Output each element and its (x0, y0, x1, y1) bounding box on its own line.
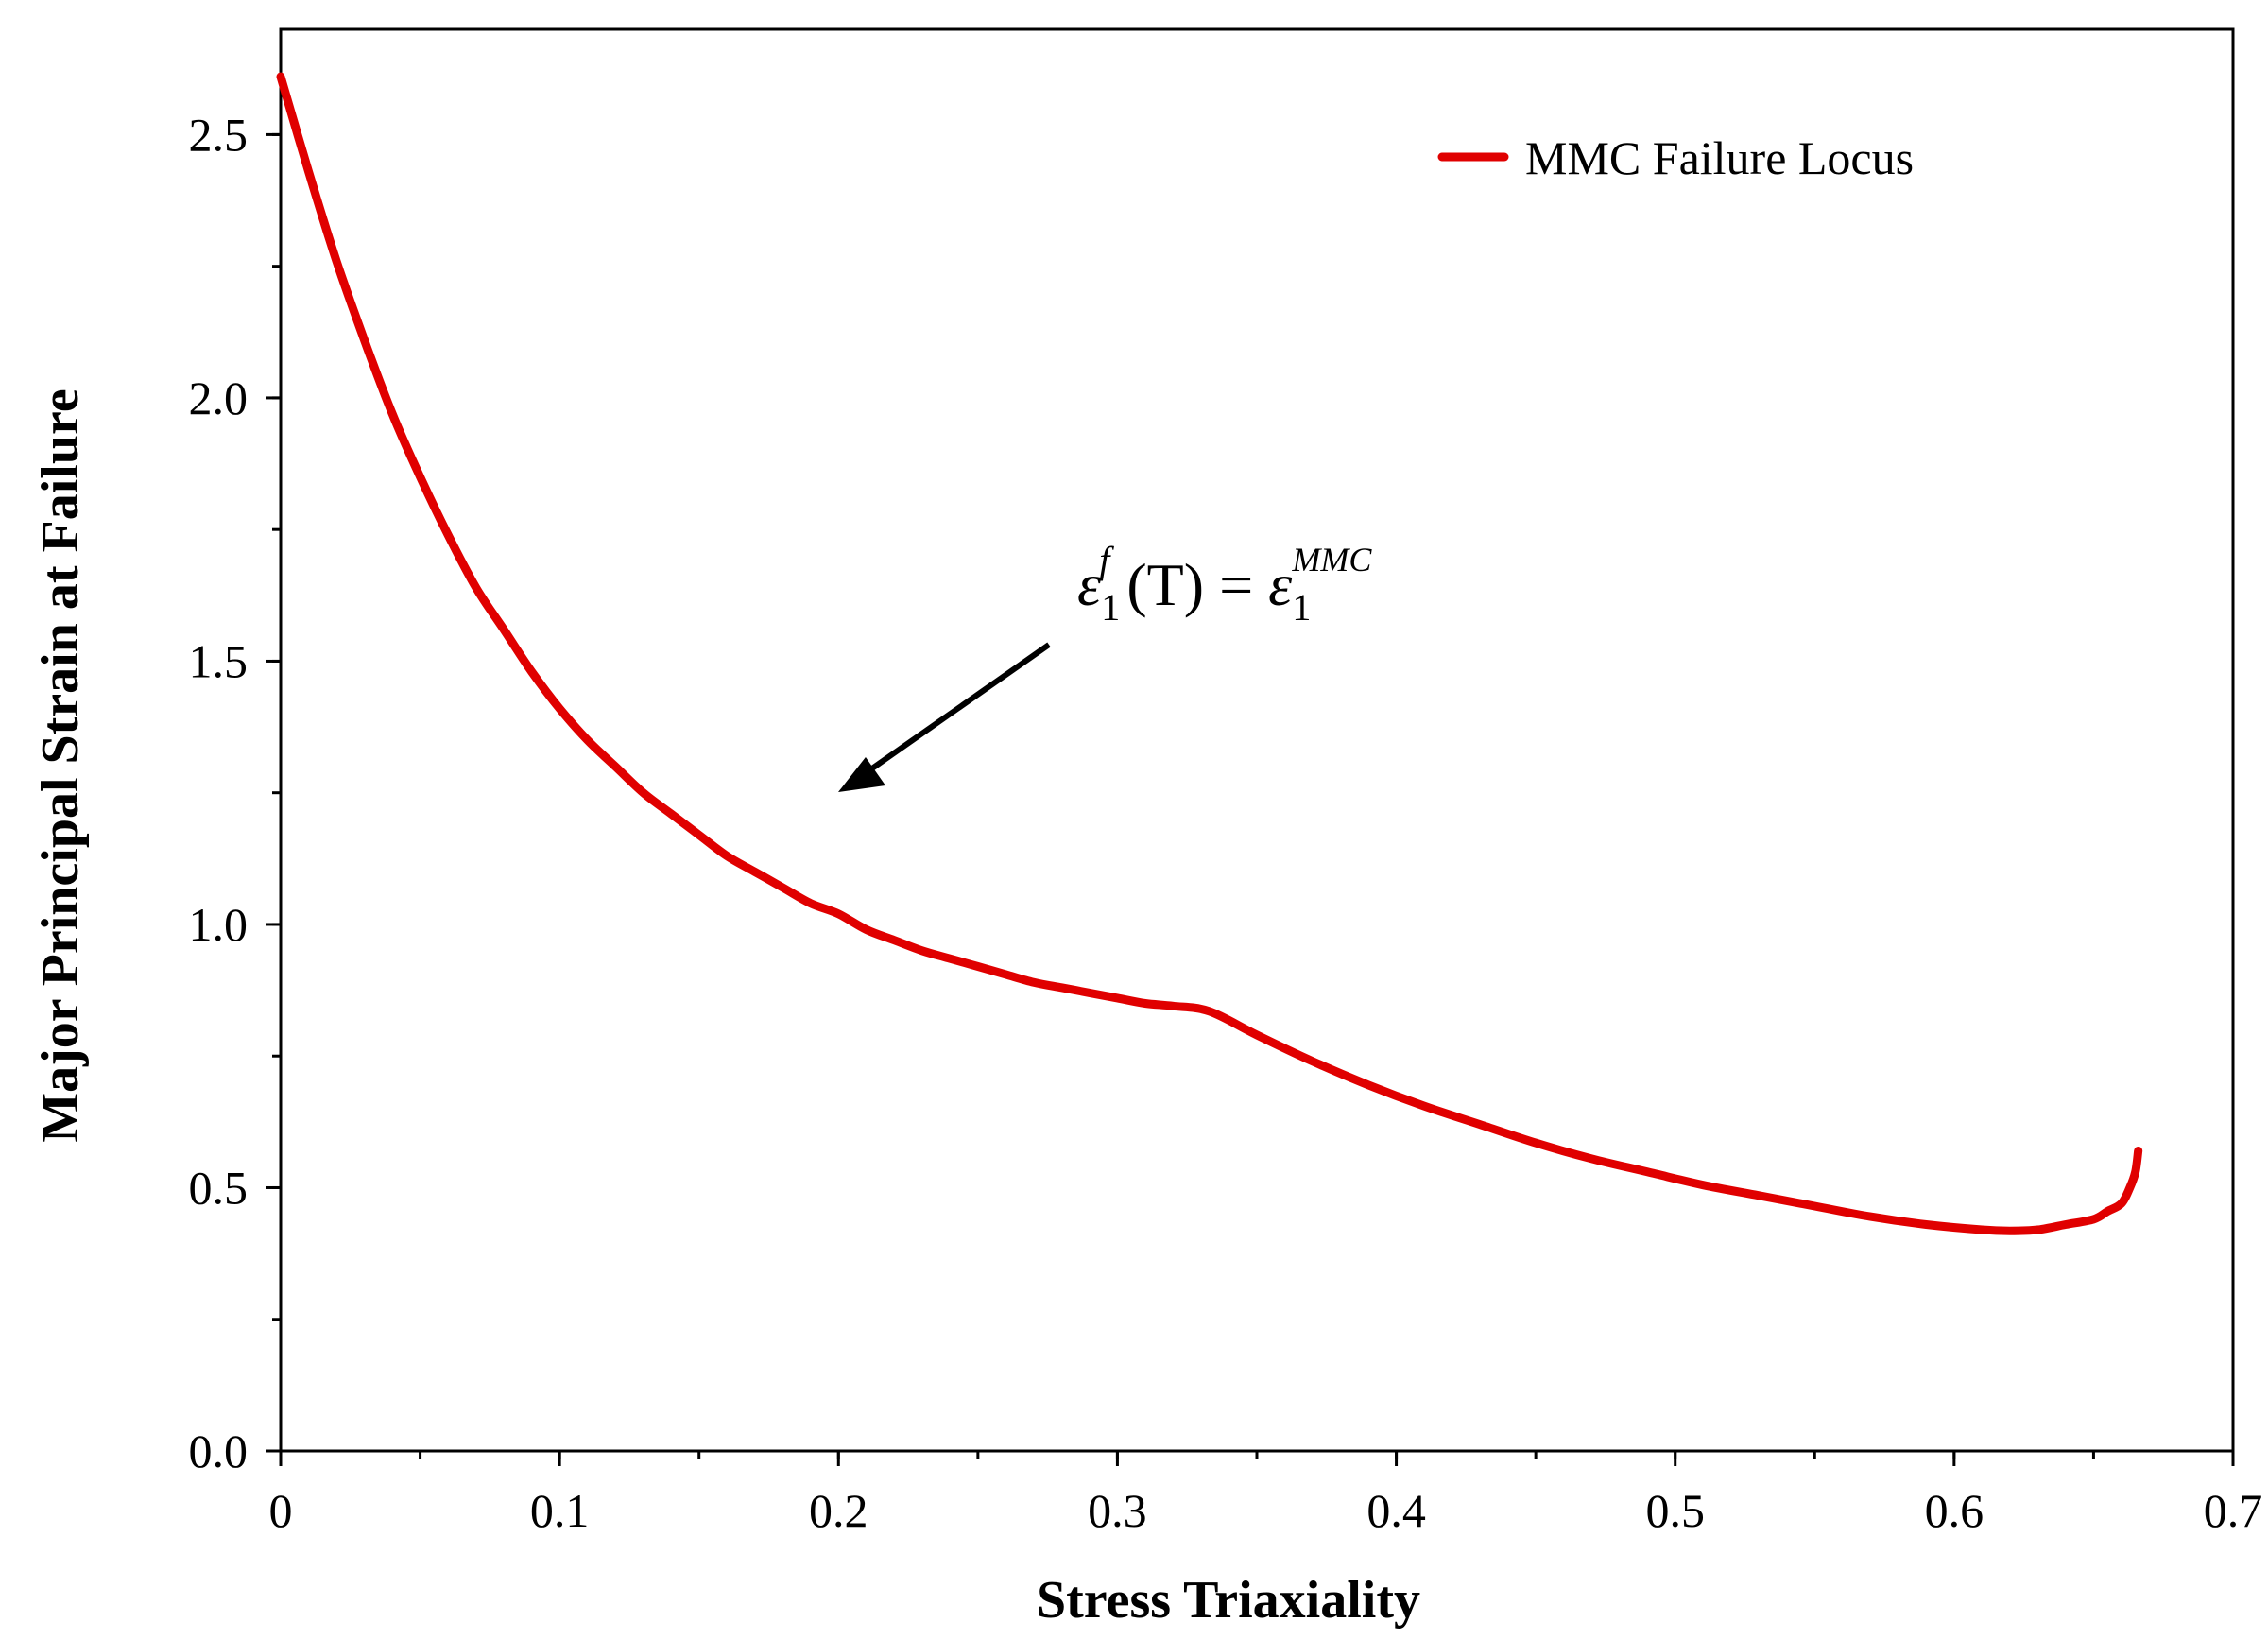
annotation-arrow-head (838, 757, 885, 792)
x-tick-label: 0 (269, 1484, 293, 1537)
formula-sup-f: f (1099, 539, 1114, 581)
annotation-arrow-shaft (858, 642, 1051, 780)
formula-sup-mmc: MMC (1291, 541, 1372, 578)
annotation: ε1f (T) = ε1MMC (838, 539, 1372, 792)
x-tick-label: 0.1 (530, 1484, 590, 1537)
x-tick-label: 0.3 (1088, 1484, 1147, 1537)
x-tick-label: 0.7 (2204, 1484, 2263, 1537)
legend: MMC Failure Locus (1437, 131, 1914, 184)
formula-sub-1-right: 1 (1292, 586, 1311, 629)
x-axis-title: Stress Triaxiality (1037, 1571, 1420, 1630)
x-tick-label: 0.5 (1645, 1484, 1705, 1537)
y-tick-label: 0.5 (189, 1161, 249, 1214)
x-tick-label: 0.2 (809, 1484, 868, 1537)
series-line-mmc-failure-locus (276, 72, 2143, 1235)
y-axis-ticks: 0.0 0.5 1.0 1.5 2.0 2.5 (189, 108, 281, 1477)
plot-frame (279, 27, 2235, 1453)
formula-epsilon-left: ε (1077, 551, 1102, 618)
x-tick-label: 0.4 (1366, 1484, 1426, 1537)
x-tick-label: 0.6 (1925, 1484, 1984, 1537)
y-tick-label: 2.5 (189, 108, 249, 161)
formula-epsilon-right: ε (1268, 551, 1293, 618)
formula-sub-1-left: 1 (1101, 586, 1120, 629)
y-tick-label: 2.0 (189, 371, 249, 424)
legend-label: MMC Failure Locus (1525, 131, 1914, 184)
formula-middle: (T) = (1126, 551, 1268, 618)
y-tick-label: 0.0 (189, 1424, 249, 1477)
y-axis-title: Major Principal Strain at Failure (31, 388, 90, 1142)
annotation-formula: ε1f (T) = ε1MMC (1077, 539, 1372, 629)
y-tick-label: 1.0 (189, 898, 249, 951)
x-axis-ticks: 0 0.1 0.2 0.3 0.4 0.5 0.6 0.7 (269, 1451, 2263, 1537)
y-tick-label: 1.5 (189, 634, 249, 687)
